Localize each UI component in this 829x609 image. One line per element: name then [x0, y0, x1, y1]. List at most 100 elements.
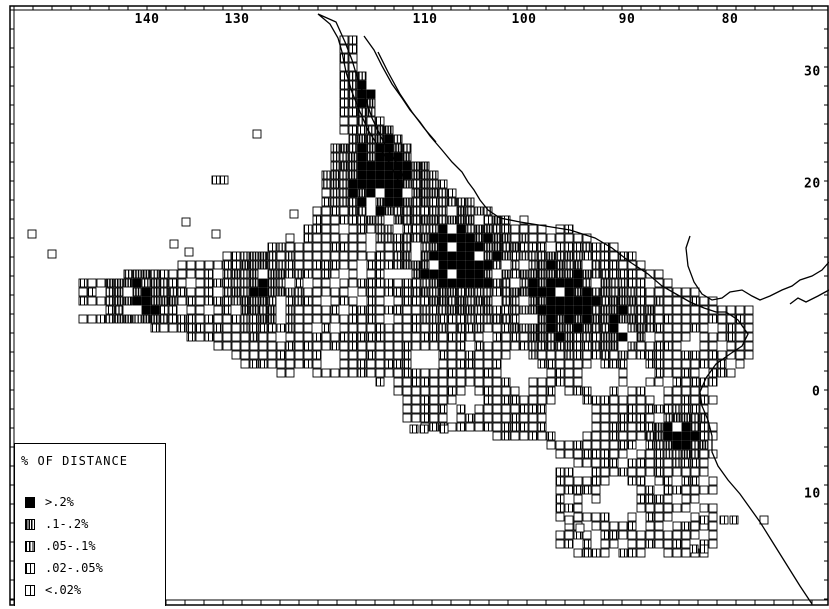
effort-cell: [357, 143, 367, 153]
effort-cell: [672, 359, 682, 369]
effort-cell: [690, 413, 700, 423]
effort-cell: [528, 422, 538, 432]
effort-cell: [600, 323, 610, 333]
effort-cell: [348, 314, 358, 324]
effort-cell: [600, 530, 610, 540]
effort-cell: [618, 377, 628, 387]
effort-cell: [348, 44, 358, 54]
effort-cell: [681, 485, 691, 495]
effort-cell: [654, 404, 664, 414]
effort-cell: [402, 278, 412, 288]
effort-cell: [348, 170, 358, 180]
effort-cell: [231, 314, 241, 324]
effort-cell: [501, 332, 511, 342]
legend-item-level-0: <.02%: [25, 582, 81, 598]
effort-cell: [663, 332, 673, 342]
effort-cell: [681, 314, 691, 324]
effort-cell: [645, 530, 655, 540]
effort-cell: [348, 224, 358, 234]
effort-cell: [663, 476, 673, 486]
effort-cell: [645, 440, 655, 450]
effort-cell: [375, 314, 385, 324]
effort-cell: [141, 287, 151, 297]
effort-cell: [312, 332, 322, 342]
effort-cell: [366, 89, 376, 99]
effort-cell: [429, 197, 439, 207]
effort-cell: [321, 287, 331, 297]
effort-cell: [654, 521, 664, 531]
effort-cell: [600, 521, 610, 531]
effort-cell: [258, 278, 268, 288]
effort-cell: [501, 323, 511, 333]
effort-cell: [528, 251, 538, 261]
effort-cell: [681, 332, 691, 342]
effort-cell: [222, 296, 232, 306]
effort-cell: [402, 395, 412, 405]
effort-cell: [699, 515, 709, 525]
effort-cell: [375, 224, 385, 234]
effort-cell: [186, 287, 196, 297]
effort-cell: [492, 242, 502, 252]
effort-cell: [627, 386, 637, 396]
effort-cell: [636, 449, 646, 459]
effort-cell: [654, 368, 664, 378]
effort-cell: [411, 278, 421, 288]
effort-cell: [546, 341, 556, 351]
effort-cell: [168, 287, 178, 297]
effort-cell: [474, 332, 484, 342]
effort-cell: [537, 431, 547, 441]
effort-cell: [672, 350, 682, 360]
effort-cell: [681, 467, 691, 477]
effort-cell: [690, 422, 700, 432]
effort-cell: [330, 215, 340, 225]
effort-cell: [726, 350, 736, 360]
effort-cell: [393, 188, 403, 198]
effort-cell: [699, 467, 709, 477]
effort-cell: [591, 296, 601, 306]
effort-cell: [231, 269, 241, 279]
effort-cell: [222, 332, 232, 342]
effort-cell: [348, 107, 358, 117]
effort-cell: [357, 215, 367, 225]
effort-cell: [708, 521, 718, 531]
effort-cell: [510, 431, 520, 441]
effort-cell: [681, 431, 691, 441]
effort-cell: [78, 278, 88, 288]
effort-cell: [465, 197, 475, 207]
effort-cell: [555, 341, 565, 351]
effort-cell: [78, 314, 88, 324]
effort-cell: [123, 314, 133, 324]
effort-cell: [402, 332, 412, 342]
effort-cell: [726, 314, 736, 324]
effort-cell: [366, 179, 376, 189]
effort-cell: [501, 413, 511, 423]
effort-cell: [420, 260, 430, 270]
effort-cell: [681, 287, 691, 297]
legend: % OF DISTANCE >.2% .1-.2% .05-.1% .02-.0…: [14, 443, 166, 606]
effort-cell: [636, 332, 646, 342]
effort-cell: [357, 332, 367, 342]
effort-cell: [645, 422, 655, 432]
effort-cell: [591, 341, 601, 351]
effort-cell: [465, 206, 475, 216]
effort-cell: [582, 395, 592, 405]
effort-cell: [96, 278, 106, 288]
effort-cell: [483, 233, 493, 243]
effort-cell: [267, 314, 277, 324]
effort-cell: [348, 206, 358, 216]
effort-cell: [447, 350, 457, 360]
effort-cell: [609, 278, 619, 288]
effort-cell: [474, 242, 484, 252]
effort-cell: [348, 332, 358, 342]
effort-cell: [591, 422, 601, 432]
effort-cell: [429, 422, 439, 432]
effort-cell: [636, 296, 646, 306]
effort-cell: [420, 242, 430, 252]
effort-cell: [654, 269, 664, 279]
effort-cell: [429, 251, 439, 261]
effort-cell: [321, 224, 331, 234]
effort-cell: [672, 341, 682, 351]
effort-cell: [474, 287, 484, 297]
effort-cell: [465, 251, 475, 261]
effort-cell: [186, 305, 196, 315]
